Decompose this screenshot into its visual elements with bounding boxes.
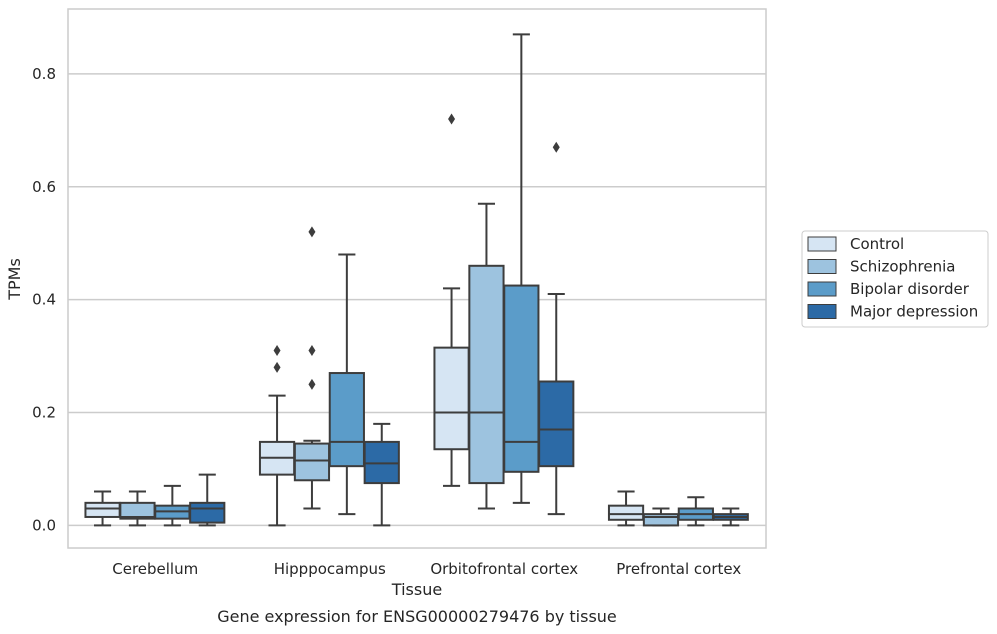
box-0-3 xyxy=(607,490,645,527)
chart-caption: Gene expression for ENSG00000279476 by t… xyxy=(217,607,617,626)
iqr-box xyxy=(189,501,226,524)
box-1-3 xyxy=(642,507,680,527)
outlier-point xyxy=(552,141,560,153)
box-0-1 xyxy=(258,344,296,527)
legend-frame xyxy=(801,230,989,328)
box-0-2 xyxy=(433,113,470,487)
box-3-0 xyxy=(189,473,226,527)
box-0-0 xyxy=(84,490,121,527)
legend-swatch xyxy=(807,259,837,274)
x-axis-ticks: Cerebellum Hipppocampus Orbitofrontal cort… xyxy=(112,560,741,578)
legend-label: Major depression xyxy=(850,303,978,321)
box-3-2 xyxy=(538,141,575,516)
box-2-0 xyxy=(154,484,191,527)
box-2-3 xyxy=(677,496,714,527)
y-axis-ticks: 0.0 0.2 0.4 0.6 0.8 xyxy=(32,65,56,535)
y-axis-label: TPMs xyxy=(5,258,24,301)
box-1-2 xyxy=(468,202,505,510)
x-tick-label: Cerebellum xyxy=(112,560,198,578)
y-tick-label: 0.6 xyxy=(32,178,56,196)
y-tick-label: 0.4 xyxy=(32,291,56,309)
y-tick-label: 0.2 xyxy=(32,404,56,422)
iqr-box xyxy=(468,264,505,485)
legend-label: Bipolar disorder xyxy=(850,280,970,298)
outlier-point xyxy=(308,378,316,390)
iqr-box xyxy=(84,501,121,518)
y-tick-label: 0.8 xyxy=(32,65,56,83)
gridlines xyxy=(68,73,766,527)
box-1-1 xyxy=(293,226,331,510)
iqr-box xyxy=(503,284,540,473)
outlier-point xyxy=(308,226,316,238)
box-3-3 xyxy=(712,507,749,527)
x-tick-label: Hipppocampus xyxy=(274,560,386,578)
x-tick-label: Orbitofrontal cortex xyxy=(430,560,578,578)
outlier-point xyxy=(273,344,281,356)
box-1-0 xyxy=(119,490,156,527)
box-2-2 xyxy=(503,33,540,504)
iqr-box xyxy=(642,513,680,527)
legend-swatch xyxy=(807,304,837,319)
boxes xyxy=(84,33,749,527)
outlier-point xyxy=(448,113,456,125)
iqr-box xyxy=(293,442,331,482)
y-tick-label: 0.0 xyxy=(32,516,56,534)
legend-swatch xyxy=(807,236,837,252)
legend: Control Schizophrenia Bipolar disorder Majo… xyxy=(801,230,989,328)
box-2-1 xyxy=(328,253,365,516)
legend-label: Control xyxy=(850,235,904,253)
iqr-box xyxy=(328,372,365,468)
x-axis-label: Tissue xyxy=(391,580,442,599)
iqr-box xyxy=(607,504,645,521)
outlier-point xyxy=(273,361,281,373)
legend-swatch xyxy=(807,281,837,297)
legend-label: Schizophrenia xyxy=(850,258,955,276)
iqr-box xyxy=(433,346,470,451)
outlier-point xyxy=(308,344,316,356)
plot-area-frame xyxy=(67,8,767,549)
box-3-1 xyxy=(363,422,400,527)
iqr-box xyxy=(538,380,575,468)
x-tick-label: Prefrontal cortex xyxy=(616,560,741,578)
